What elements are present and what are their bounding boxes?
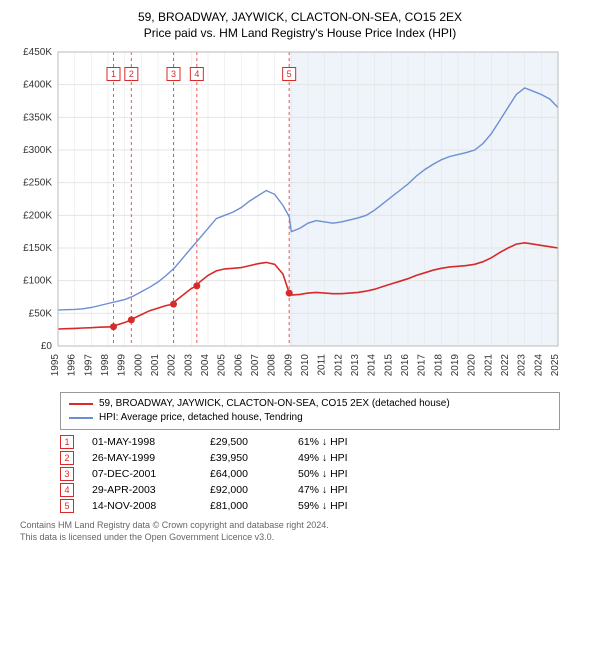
svg-text:2016: 2016 xyxy=(400,354,411,377)
sale-marker-icon: 1 xyxy=(60,435,74,449)
svg-text:2013: 2013 xyxy=(350,354,361,377)
svg-text:2018: 2018 xyxy=(433,354,444,377)
svg-text:£300K: £300K xyxy=(23,145,52,156)
svg-text:£100K: £100K xyxy=(23,276,52,287)
sales-row: 5 14-NOV-2008 £81,000 59% ↓ HPI xyxy=(60,498,560,514)
svg-text:2001: 2001 xyxy=(150,354,161,377)
sale-price: £64,000 xyxy=(210,468,280,480)
sale-price: £92,000 xyxy=(210,484,280,496)
sale-price: £29,500 xyxy=(210,436,280,448)
svg-text:1998: 1998 xyxy=(100,354,111,377)
svg-text:2012: 2012 xyxy=(333,354,344,377)
sale-hpi: 47% ↓ HPI xyxy=(298,484,388,496)
svg-text:£0: £0 xyxy=(41,341,53,352)
svg-text:£400K: £400K xyxy=(23,80,52,91)
svg-text:2005: 2005 xyxy=(217,354,228,377)
svg-text:£350K: £350K xyxy=(23,112,52,123)
legend-label: HPI: Average price, detached house, Tend… xyxy=(99,411,303,425)
legend-swatch xyxy=(69,403,93,405)
page-title: 59, BROADWAY, JAYWICK, CLACTON-ON-SEA, C… xyxy=(10,10,590,24)
svg-text:2021: 2021 xyxy=(483,354,494,377)
svg-text:5: 5 xyxy=(287,69,292,79)
legend-label: 59, BROADWAY, JAYWICK, CLACTON-ON-SEA, C… xyxy=(99,397,450,411)
svg-text:1: 1 xyxy=(111,69,116,79)
sale-hpi: 61% ↓ HPI xyxy=(298,436,388,448)
sale-marker-icon: 3 xyxy=(60,467,74,481)
svg-text:2004: 2004 xyxy=(200,354,211,377)
sale-date: 26-MAY-1999 xyxy=(92,452,192,464)
svg-text:2008: 2008 xyxy=(267,354,278,377)
sales-row: 3 07-DEC-2001 £64,000 50% ↓ HPI xyxy=(60,466,560,482)
svg-text:2003: 2003 xyxy=(183,354,194,377)
svg-text:2020: 2020 xyxy=(467,354,478,377)
sale-date: 01-MAY-1998 xyxy=(92,436,192,448)
svg-text:2006: 2006 xyxy=(233,354,244,377)
svg-text:3: 3 xyxy=(171,69,176,79)
legend-item: HPI: Average price, detached house, Tend… xyxy=(69,411,551,425)
svg-text:£250K: £250K xyxy=(23,178,52,189)
sale-hpi: 49% ↓ HPI xyxy=(298,452,388,464)
svg-text:2022: 2022 xyxy=(500,354,511,377)
sales-table: 1 01-MAY-1998 £29,500 61% ↓ HPI 2 26-MAY-1999… xyxy=(60,434,560,514)
svg-text:1996: 1996 xyxy=(67,354,78,377)
sale-date: 29-APR-2003 xyxy=(92,484,192,496)
sale-marker-icon: 4 xyxy=(60,483,74,497)
page-subtitle: Price paid vs. HM Land Registry's House … xyxy=(10,26,590,40)
footer-attribution: Contains HM Land Registry data © Crown c… xyxy=(20,520,580,543)
sale-marker-icon: 2 xyxy=(60,451,74,465)
price-chart: £0 £50K £100K £150K £200K £250K £300K £350K £400… xyxy=(10,46,590,386)
sale-marker-icon: 5 xyxy=(60,499,74,513)
sales-row: 1 01-MAY-1998 £29,500 61% ↓ HPI xyxy=(60,434,560,450)
svg-text:£450K: £450K xyxy=(23,47,52,58)
svg-text:1997: 1997 xyxy=(83,354,94,377)
legend: 59, BROADWAY, JAYWICK, CLACTON-ON-SEA, C… xyxy=(60,392,560,430)
svg-text:£150K: £150K xyxy=(23,243,52,254)
svg-text:2025: 2025 xyxy=(550,354,561,377)
svg-text:2019: 2019 xyxy=(450,354,461,377)
svg-text:1995: 1995 xyxy=(50,354,61,377)
sale-hpi: 59% ↓ HPI xyxy=(298,500,388,512)
svg-text:2015: 2015 xyxy=(383,354,394,377)
svg-text:£50K: £50K xyxy=(29,308,53,319)
svg-text:1999: 1999 xyxy=(117,354,128,377)
sale-price: £81,000 xyxy=(210,500,280,512)
svg-text:£200K: £200K xyxy=(23,210,52,221)
svg-text:2: 2 xyxy=(129,69,134,79)
legend-swatch xyxy=(69,417,93,419)
svg-text:2009: 2009 xyxy=(283,354,294,377)
svg-text:2014: 2014 xyxy=(367,354,378,377)
svg-text:2024: 2024 xyxy=(533,354,544,377)
svg-text:2017: 2017 xyxy=(417,354,428,377)
svg-text:2010: 2010 xyxy=(300,354,311,377)
svg-text:2023: 2023 xyxy=(517,354,528,377)
svg-text:2002: 2002 xyxy=(167,354,178,377)
svg-text:2000: 2000 xyxy=(133,354,144,377)
footer-line: This data is licensed under the Open Gov… xyxy=(20,532,580,544)
footer-line: Contains HM Land Registry data © Crown c… xyxy=(20,520,580,532)
svg-text:4: 4 xyxy=(194,69,199,79)
sale-date: 07-DEC-2001 xyxy=(92,468,192,480)
sale-hpi: 50% ↓ HPI xyxy=(298,468,388,480)
sales-row: 4 29-APR-2003 £92,000 47% ↓ HPI xyxy=(60,482,560,498)
legend-item: 59, BROADWAY, JAYWICK, CLACTON-ON-SEA, C… xyxy=(69,397,551,411)
sale-price: £39,950 xyxy=(210,452,280,464)
sale-date: 14-NOV-2008 xyxy=(92,500,192,512)
svg-text:2011: 2011 xyxy=(317,354,328,376)
svg-text:2007: 2007 xyxy=(250,354,261,377)
sales-row: 2 26-MAY-1999 £39,950 49% ↓ HPI xyxy=(60,450,560,466)
